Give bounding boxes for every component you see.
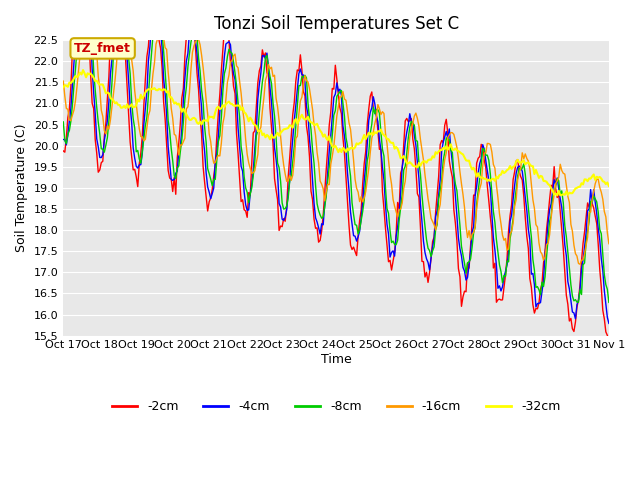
-2cm (242, 208, 250, 214)
Line: -32cm: -32cm (63, 70, 609, 195)
-4cm (300, 72, 307, 78)
Line: -4cm: -4cm (63, 0, 609, 324)
-32cm (300, 115, 307, 121)
-8cm (605, 300, 612, 305)
-2cm (223, 29, 231, 35)
-16cm (578, 257, 586, 263)
-32cm (554, 192, 561, 198)
-4cm (242, 202, 250, 207)
-4cm (251, 146, 259, 152)
-2cm (251, 128, 259, 134)
-2cm (128, 154, 136, 160)
-32cm (242, 110, 250, 116)
-4cm (128, 120, 136, 125)
-2cm (300, 89, 307, 95)
Line: -8cm: -8cm (63, 0, 609, 302)
-2cm (60, 148, 67, 154)
-4cm (223, 40, 231, 46)
-2cm (576, 282, 584, 288)
-8cm (251, 159, 259, 165)
-16cm (605, 241, 612, 247)
-4cm (576, 287, 584, 292)
-16cm (242, 137, 250, 143)
X-axis label: Time: Time (321, 353, 351, 366)
-8cm (60, 119, 67, 125)
Y-axis label: Soil Temperature (C): Soil Temperature (C) (15, 124, 28, 252)
Line: -2cm: -2cm (63, 0, 609, 346)
-16cm (223, 79, 231, 85)
Legend: -2cm, -4cm, -8cm, -16cm, -32cm: -2cm, -4cm, -8cm, -16cm, -32cm (107, 395, 565, 418)
-32cm (605, 183, 612, 189)
-16cm (576, 261, 584, 267)
-4cm (60, 137, 67, 143)
-32cm (79, 67, 87, 73)
-16cm (84, 0, 92, 5)
-16cm (300, 82, 307, 87)
-16cm (60, 78, 67, 84)
Title: Tonzi Soil Temperatures Set C: Tonzi Soil Temperatures Set C (214, 15, 459, 33)
-2cm (605, 343, 612, 348)
-32cm (128, 101, 136, 107)
-32cm (60, 84, 67, 90)
-8cm (242, 185, 250, 191)
-32cm (251, 122, 259, 128)
-4cm (605, 321, 612, 326)
-32cm (223, 100, 231, 106)
-16cm (251, 168, 259, 174)
Line: -16cm: -16cm (63, 2, 609, 264)
-8cm (576, 287, 584, 293)
-8cm (223, 54, 231, 60)
-16cm (128, 57, 136, 63)
Text: TZ_fmet: TZ_fmet (74, 42, 131, 55)
-8cm (300, 74, 307, 80)
-8cm (128, 99, 136, 105)
-32cm (578, 180, 586, 186)
